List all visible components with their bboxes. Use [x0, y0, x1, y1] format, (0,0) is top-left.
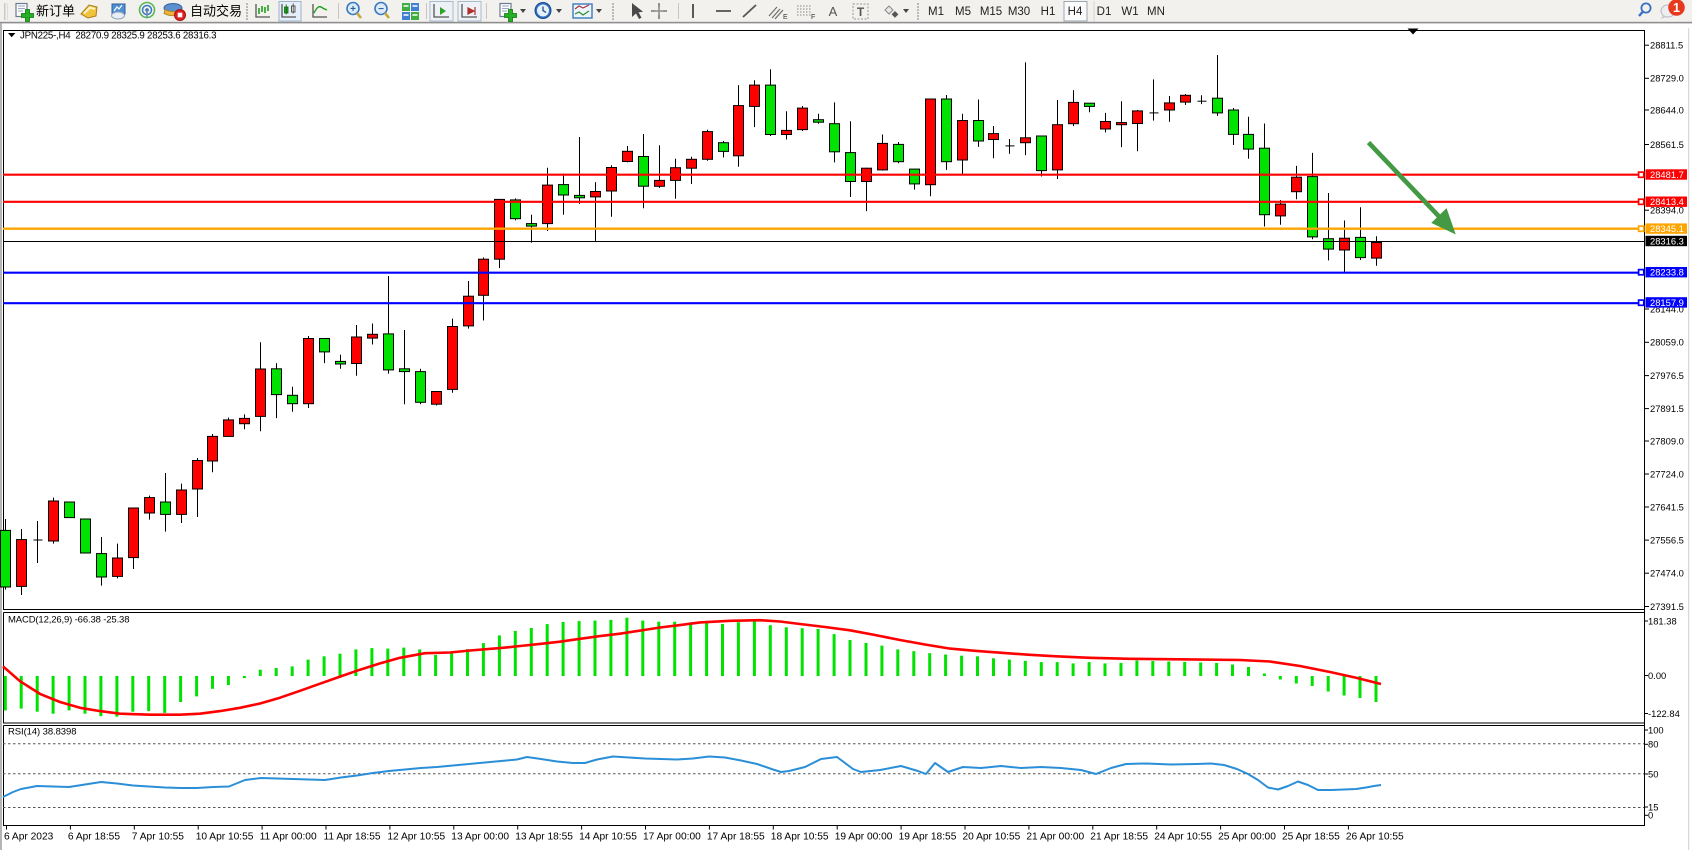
svg-text:25 Apr 00:00: 25 Apr 00:00: [1218, 832, 1276, 843]
svg-text:W1: W1: [1121, 6, 1138, 18]
svg-text:0.00: 0.00: [1648, 670, 1666, 681]
svg-text:M15: M15: [980, 6, 1002, 18]
svg-text:50: 50: [1648, 768, 1658, 779]
svg-text:27809.0: 27809.0: [1650, 435, 1684, 446]
svg-text:MACD(12,26,9) -66.38 -25.38: MACD(12,26,9) -66.38 -25.38: [8, 615, 130, 626]
svg-text:−: −: [378, 4, 384, 15]
svg-text:26 Apr 10:55: 26 Apr 10:55: [1346, 832, 1404, 843]
svg-text:12 Apr 10:55: 12 Apr 10:55: [387, 832, 445, 843]
svg-text:15: 15: [1648, 801, 1658, 812]
svg-text:28157.9: 28157.9: [1650, 297, 1684, 308]
svg-text:M5: M5: [955, 6, 971, 18]
svg-text:E: E: [783, 14, 788, 21]
svg-text:17 Apr 18:55: 17 Apr 18:55: [707, 832, 765, 843]
svg-text:1: 1: [1673, 1, 1680, 15]
svg-text:自动交易: 自动交易: [190, 4, 242, 19]
svg-text:28644.0: 28644.0: [1650, 104, 1684, 115]
svg-text:+: +: [350, 4, 356, 15]
svg-text:13 Apr 18:55: 13 Apr 18:55: [515, 832, 573, 843]
svg-text:28345.1: 28345.1: [1650, 223, 1684, 234]
svg-text:A: A: [829, 4, 838, 19]
svg-text:18 Apr 10:55: 18 Apr 10:55: [771, 832, 829, 843]
svg-text:-122.84: -122.84: [1648, 708, 1680, 719]
svg-text:11 Apr 18:55: 11 Apr 18:55: [324, 832, 381, 843]
svg-text:28144.0: 28144.0: [1650, 303, 1684, 314]
svg-text:28059.0: 28059.0: [1650, 337, 1684, 348]
svg-text:27556.5: 27556.5: [1650, 535, 1684, 546]
svg-text:28729.0: 28729.0: [1650, 73, 1684, 84]
svg-text:27641.5: 27641.5: [1650, 501, 1684, 512]
svg-text:JPN225-,H4 28270.9 28325.9 28: JPN225-,H4 28270.9 28325.9 28253.6 28316…: [20, 30, 217, 41]
svg-text:19 Apr 18:55: 19 Apr 18:55: [899, 832, 957, 843]
svg-text:181.38: 181.38: [1648, 615, 1677, 626]
svg-text:28316.3: 28316.3: [1650, 236, 1684, 247]
svg-text:27391.5: 27391.5: [1650, 601, 1684, 612]
svg-text:D1: D1: [1097, 6, 1112, 18]
svg-text:M30: M30: [1008, 6, 1030, 18]
svg-text:H1: H1: [1041, 6, 1056, 18]
svg-text:T: T: [857, 5, 865, 19]
svg-text:28394.0: 28394.0: [1650, 205, 1684, 216]
svg-text:新订单: 新订单: [36, 4, 75, 19]
svg-text:24 Apr 10:55: 24 Apr 10:55: [1154, 832, 1212, 843]
svg-text:27976.5: 27976.5: [1650, 370, 1684, 381]
svg-text:28481.7: 28481.7: [1650, 169, 1684, 180]
svg-text:13 Apr 00:00: 13 Apr 00:00: [451, 832, 509, 843]
svg-text:28561.5: 28561.5: [1650, 139, 1684, 150]
svg-text:6 Apr 2023: 6 Apr 2023: [4, 832, 54, 843]
svg-text:21 Apr 00:00: 21 Apr 00:00: [1026, 832, 1084, 843]
svg-text:14 Apr 10:55: 14 Apr 10:55: [579, 832, 637, 843]
svg-text:80: 80: [1648, 739, 1658, 750]
svg-text:100: 100: [1648, 724, 1664, 735]
svg-text:MN: MN: [1147, 6, 1165, 18]
svg-text:10 Apr 10:55: 10 Apr 10:55: [196, 832, 254, 843]
svg-text:0: 0: [1648, 810, 1653, 821]
svg-text:27474.0: 27474.0: [1650, 568, 1684, 579]
svg-text:RSI(14) 38.8398: RSI(14) 38.8398: [8, 727, 77, 738]
svg-text:28413.4: 28413.4: [1650, 196, 1684, 207]
svg-text:F: F: [811, 14, 815, 21]
svg-text:28233.8: 28233.8: [1650, 267, 1684, 278]
svg-text:11 Apr 00:00: 11 Apr 00:00: [260, 832, 317, 843]
svg-text:19 Apr 00:00: 19 Apr 00:00: [835, 832, 893, 843]
svg-text:17 Apr 00:00: 17 Apr 00:00: [643, 832, 701, 843]
svg-text:6 Apr 18:55: 6 Apr 18:55: [68, 832, 120, 843]
svg-text:H4: H4: [1068, 6, 1083, 18]
svg-text:28811.5: 28811.5: [1650, 40, 1683, 51]
svg-text:27891.5: 27891.5: [1650, 403, 1684, 414]
svg-text:21 Apr 18:55: 21 Apr 18:55: [1090, 832, 1148, 843]
svg-text:M1: M1: [928, 6, 944, 18]
svg-text:27724.0: 27724.0: [1650, 468, 1684, 479]
svg-text:20 Apr 10:55: 20 Apr 10:55: [963, 832, 1021, 843]
svg-text:7 Apr 10:55: 7 Apr 10:55: [132, 832, 184, 843]
svg-text:25 Apr 18:55: 25 Apr 18:55: [1282, 832, 1340, 843]
